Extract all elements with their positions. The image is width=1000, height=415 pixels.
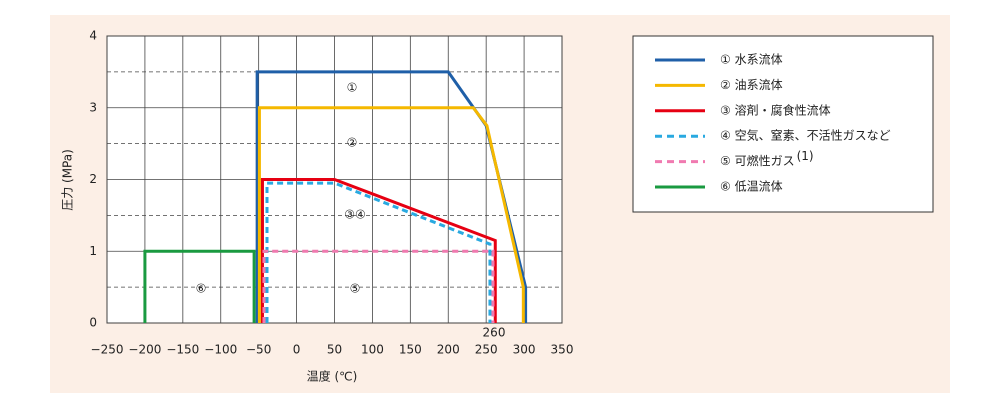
annotation: ②: [347, 136, 358, 150]
legend: [632, 35, 934, 213]
series-line: [260, 178, 497, 323]
series-line: [262, 249, 495, 323]
annotation: ⑤: [350, 282, 361, 296]
legend-label: ⑥ 低温流体: [720, 180, 783, 194]
series-line: [143, 249, 256, 323]
legend-label: ④ 空気、窒素、不活性ガスなど: [720, 128, 891, 143]
x-tick-label: 350: [551, 343, 574, 357]
y-tick-label: 3: [89, 100, 97, 114]
x-tick-label: 200: [437, 343, 460, 357]
x-tick-label: 50: [327, 343, 342, 357]
legend-label: ③ 溶剤・腐食性流体: [720, 102, 831, 117]
y-tick-label: 4: [89, 29, 97, 43]
legend-label: ⑤ 可燃性ガス: [720, 153, 795, 168]
x-axis-label: 温度 (℃): [307, 369, 358, 384]
annotation: ⑥: [196, 282, 207, 296]
y-tick-label: 2: [89, 172, 97, 186]
x-tick-label: 0: [293, 343, 301, 357]
x-tick-label: 250: [475, 343, 498, 357]
series-line: [255, 70, 528, 323]
x-tick-label: 100: [361, 343, 384, 357]
y-tick-label: 0: [89, 316, 97, 330]
x-tick-label: −150: [166, 343, 199, 357]
x-tick-label: 150: [399, 343, 422, 357]
legend-label: ② 油系流体: [720, 78, 783, 92]
series-line: [257, 106, 525, 323]
series-line: [265, 181, 492, 323]
x-tick-label: −200: [128, 343, 161, 357]
x-tick-label: −250: [91, 343, 124, 357]
annotation: ③④: [344, 208, 366, 222]
y-tick-label: 1: [89, 244, 97, 258]
legend-footnote: (1): [797, 149, 814, 163]
x-tick-label: −50: [246, 343, 271, 357]
legend-label: ① 水系流体: [720, 53, 783, 67]
annotation: ①: [347, 81, 358, 95]
x-tick-label: 300: [513, 343, 536, 357]
y-axis-label: 圧力 (MPa): [61, 149, 75, 211]
annotation: 260: [483, 326, 506, 340]
x-tick-label: −100: [204, 343, 237, 357]
